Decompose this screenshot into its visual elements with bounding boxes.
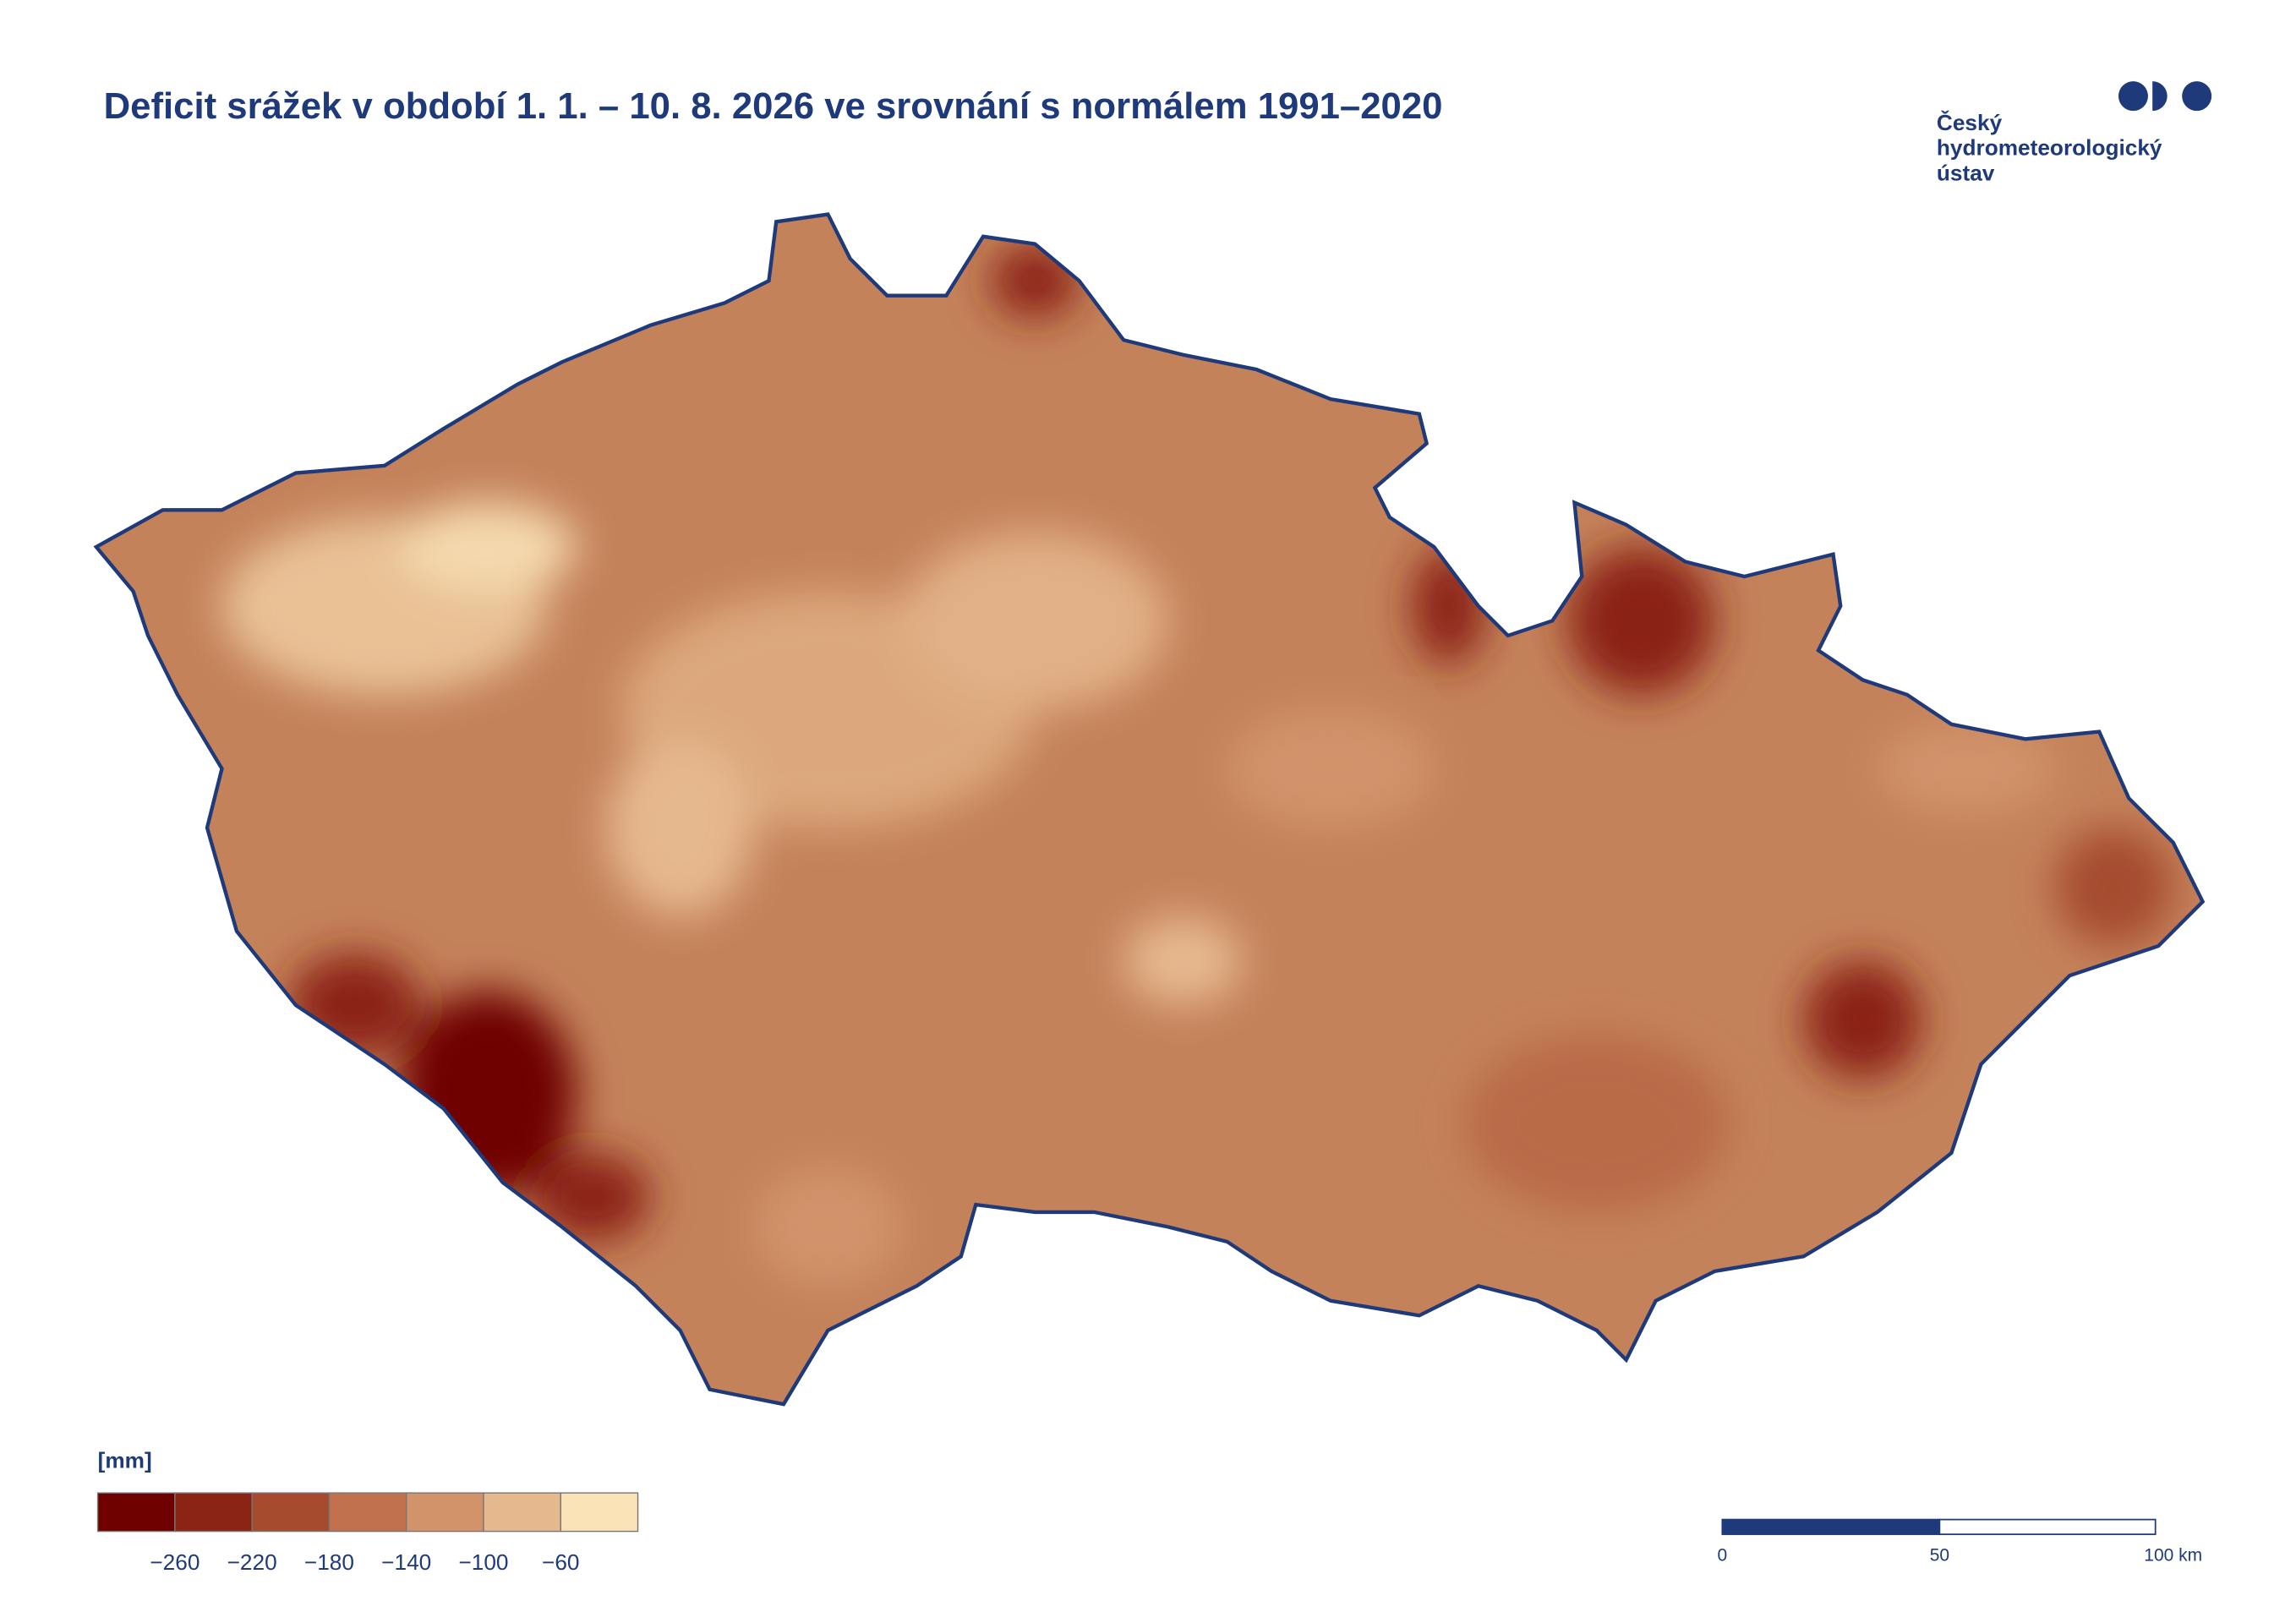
- scale-label: 50: [1930, 1546, 1949, 1566]
- legend: −260 −220 −180 −140 −100 −60: [96, 1492, 639, 1575]
- legend-tick: −220: [227, 1549, 277, 1575]
- legend-swatch: [174, 1492, 253, 1533]
- legend-swatch: [96, 1492, 176, 1533]
- logo-line: ústav: [1937, 160, 1995, 185]
- legend-swatch: [483, 1492, 561, 1533]
- legend-tick: −60: [542, 1549, 579, 1575]
- scale-bar: 0 50 100 km: [1718, 1518, 2202, 1566]
- title: Deficit srážek v období 1. 1. – 10. 8. 2…: [104, 85, 1443, 127]
- logo: Český hydrometeorologický ústav: [1937, 81, 2212, 185]
- border: [93, 212, 2206, 1407]
- scale-label: 0: [1718, 1546, 1728, 1566]
- logo-text: Český hydrometeorologický ústav: [1937, 110, 2162, 185]
- legend-tick: −100: [458, 1549, 508, 1575]
- legend-tick: −180: [304, 1549, 354, 1575]
- legend-unit: [mm]: [98, 1447, 152, 1473]
- logo-line: hydrometeorologický: [1937, 135, 2162, 161]
- legend-swatch: [406, 1492, 484, 1533]
- legend-tick: −140: [381, 1549, 431, 1575]
- legend-swatch: [251, 1492, 331, 1533]
- legend-swatch: [560, 1492, 639, 1533]
- legend-tick: −260: [150, 1549, 200, 1575]
- legend-swatch: [328, 1492, 407, 1533]
- logo-line: Český: [1937, 110, 2003, 135]
- scale-label: 100 km: [2144, 1546, 2202, 1566]
